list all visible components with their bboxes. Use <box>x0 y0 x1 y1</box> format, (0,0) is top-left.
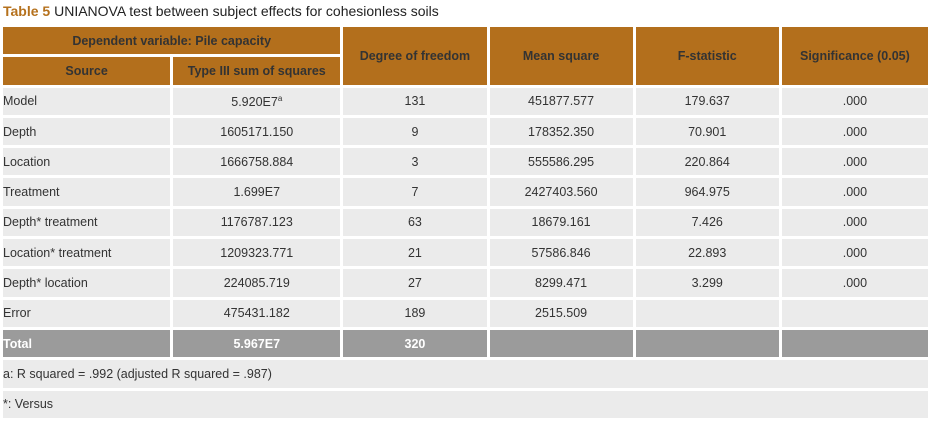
total-row: Total 5.967E7 320 <box>3 329 928 358</box>
ms-cell: 555586.295 <box>489 148 633 176</box>
source-header: Source <box>3 57 171 85</box>
table-row: Location 1666758.884 3 555586.295 220.86… <box>3 148 928 176</box>
sig-cell: .000 <box>781 269 928 297</box>
caption-label: Table 5 <box>3 3 51 19</box>
sig-cell: .000 <box>781 178 928 206</box>
ms-header: Mean square <box>489 27 633 85</box>
f-cell: 70.901 <box>635 117 779 146</box>
total-sig-cell <box>781 329 928 358</box>
sig-cell: .000 <box>781 87 928 115</box>
caption-text: UNIANOVA test between subject effects fo… <box>54 3 439 19</box>
ss-cell: 5.920E7a <box>173 87 341 115</box>
source-cell: Depth* treatment <box>3 208 171 237</box>
table-row: Treatment 1.699E7 7 2427403.560 964.975 … <box>3 178 928 206</box>
ms-cell: 8299.471 <box>489 269 633 297</box>
footnote-versus: *: Versus <box>3 390 928 418</box>
ss-value: 5.920E7 <box>231 94 278 109</box>
df-cell: 27 <box>343 269 487 297</box>
total-ss-cell: 5.967E7 <box>173 329 341 358</box>
ss-cell: 1209323.771 <box>173 239 341 267</box>
ss-cell: 1.699E7 <box>173 178 341 206</box>
df-cell: 189 <box>343 299 487 327</box>
dependent-variable-header: Dependent variable: Pile capacity <box>3 27 341 55</box>
f-cell: 964.975 <box>635 178 779 206</box>
ms-cell: 451877.577 <box>489 87 633 115</box>
source-cell: Treatment <box>3 178 171 206</box>
df-cell: 131 <box>343 87 487 115</box>
df-cell: 7 <box>343 178 487 206</box>
df-cell: 21 <box>343 239 487 267</box>
footnote-row: a: R squared = .992 (adjusted R squared … <box>3 360 928 388</box>
total-df-cell: 320 <box>343 329 487 358</box>
table-row: Model 5.920E7a 131 451877.577 179.637 .0… <box>3 87 928 115</box>
f-cell <box>635 299 779 327</box>
f-cell: 3.299 <box>635 269 779 297</box>
total-f-cell <box>635 329 779 358</box>
source-cell: Location* treatment <box>3 239 171 267</box>
sig-cell: .000 <box>781 208 928 237</box>
ms-cell: 178352.350 <box>489 117 633 146</box>
df-cell: 9 <box>343 117 487 146</box>
anova-table: Dependent variable: Pile capacity Degree… <box>0 24 931 421</box>
table-row: Depth* treatment 1176787.123 63 18679.16… <box>3 208 928 237</box>
source-cell: Depth* location <box>3 269 171 297</box>
ss-cell: 1605171.150 <box>173 117 341 146</box>
ss-cell: 1666758.884 <box>173 148 341 176</box>
footnote-row: *: Versus <box>3 390 928 418</box>
ms-cell: 2427403.560 <box>489 178 633 206</box>
table-row: Depth* location 224085.719 27 8299.471 3… <box>3 269 928 297</box>
ms-cell: 2515.509 <box>489 299 633 327</box>
footnote-r-squared: a: R squared = .992 (adjusted R squared … <box>3 360 928 388</box>
sig-cell: .000 <box>781 117 928 146</box>
ss-cell: 475431.182 <box>173 299 341 327</box>
ms-cell: 18679.161 <box>489 208 633 237</box>
sig-cell: .000 <box>781 148 928 176</box>
total-source-cell: Total <box>3 329 171 358</box>
ss-cell: 224085.719 <box>173 269 341 297</box>
table-row: Location* treatment 1209323.771 21 57586… <box>3 239 928 267</box>
sig-cell: .000 <box>781 239 928 267</box>
f-cell: 7.426 <box>635 208 779 237</box>
table-row: Depth 1605171.150 9 178352.350 70.901 .0… <box>3 117 928 146</box>
f-cell: 179.637 <box>635 87 779 115</box>
f-header: F-statistic <box>635 27 779 85</box>
ss-cell: 1176787.123 <box>173 208 341 237</box>
footnote-marker: a <box>277 93 283 103</box>
sig-header: Significance (0.05) <box>781 27 928 85</box>
df-cell: 3 <box>343 148 487 176</box>
ss-header: Type III sum of squares <box>173 57 341 85</box>
source-cell: Depth <box>3 117 171 146</box>
df-cell: 63 <box>343 208 487 237</box>
source-cell: Error <box>3 299 171 327</box>
df-header: Degree of freedom <box>343 27 487 85</box>
table-caption: Table 5 UNIANOVA test between subject ef… <box>3 3 439 19</box>
sig-cell <box>781 299 928 327</box>
f-cell: 22.893 <box>635 239 779 267</box>
ms-cell: 57586.846 <box>489 239 633 267</box>
source-cell: Model <box>3 87 171 115</box>
f-cell: 220.864 <box>635 148 779 176</box>
total-ms-cell <box>489 329 633 358</box>
table-row: Error 475431.182 189 2515.509 <box>3 299 928 327</box>
source-cell: Location <box>3 148 171 176</box>
